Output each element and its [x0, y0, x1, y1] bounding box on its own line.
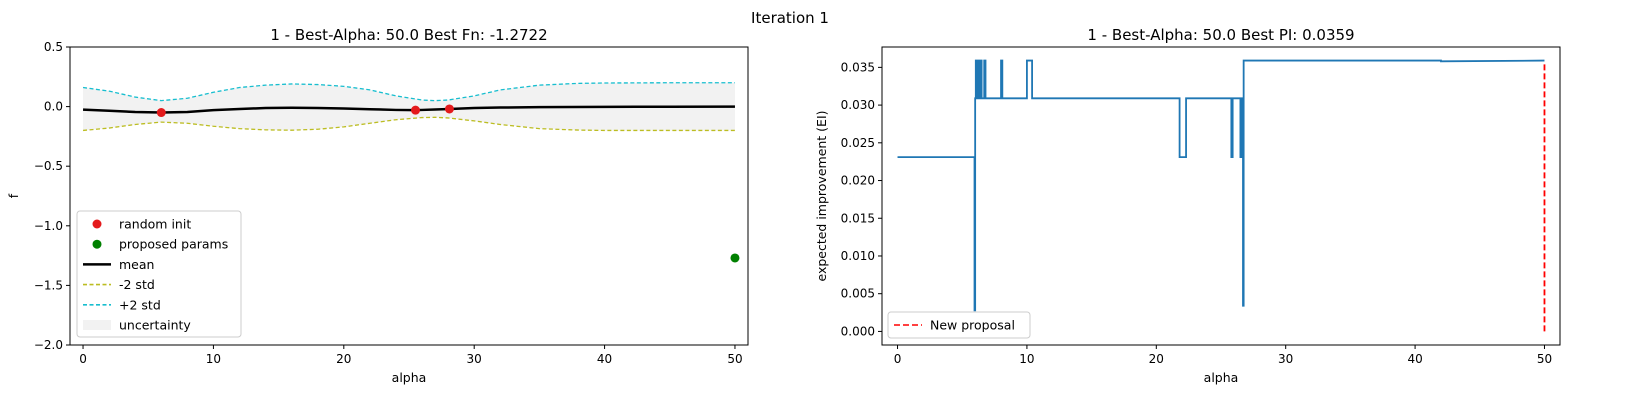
legend-marker [92, 239, 102, 249]
x-tick-label: 40 [1407, 352, 1422, 366]
2-std-line [82, 116, 735, 132]
x-tick-label: 0 [79, 352, 87, 366]
plot-area [82, 82, 735, 132]
x-tick-label: 50 [727, 352, 742, 366]
y-tick-label: −1.0 [34, 219, 63, 233]
x-tick-label: 20 [1149, 352, 1164, 366]
ei-line [897, 59, 1545, 312]
y-tick-label: 0.000 [841, 324, 875, 338]
legend-label: random init [119, 217, 191, 232]
x-tick-label: 10 [1019, 352, 1034, 366]
legend: random init proposed params mean -2 std +2 s… [76, 210, 242, 338]
legend-label: +2 std [119, 297, 161, 312]
y-tick-label: 0.015 [841, 211, 875, 225]
y-tick-label: 0.025 [841, 136, 875, 150]
legend: New proposal [887, 311, 1031, 339]
y-tick-label: −2.0 [34, 338, 63, 352]
legend-label: proposed params [119, 237, 228, 252]
y-tick-label: 0.030 [841, 98, 875, 112]
y-axis-label: f [6, 193, 21, 198]
x-axis-label: alpha [1204, 370, 1239, 385]
plot-area [897, 59, 1546, 332]
proposed-params-point [730, 253, 740, 263]
legend-label: mean [119, 257, 154, 272]
y-tick-label: −0.5 [34, 159, 63, 173]
figure-suptitle: Iteration 1 [751, 9, 829, 27]
left-chart-panel: 0 10 20 30 40 50 −2.0 −1.5 −1.0 −0.5 0.0 0.5 1 - Bes… [6, 26, 749, 385]
y-tick-label: 0.020 [841, 174, 875, 188]
legend-label: New proposal [930, 318, 1015, 333]
y-tick-label: 0.5 [44, 40, 63, 54]
right-chart-panel: 0 10 20 30 40 50 0.000 0.005 0.010 0.015 0.020 0.02… [814, 26, 1561, 385]
legend-marker [83, 320, 111, 330]
legend-label: -2 std [119, 277, 155, 292]
axes-frame [69, 46, 749, 346]
legend-marker [92, 219, 102, 229]
y-tick-label: 0.005 [841, 287, 875, 301]
random-init-point [411, 105, 421, 115]
x-tick-label: 50 [1537, 352, 1552, 366]
x-axis-label: alpha [392, 370, 427, 385]
x-tick-label: 10 [206, 352, 221, 366]
x-tick-label: 40 [597, 352, 612, 366]
y-tick-label: 0.010 [841, 249, 875, 263]
uncertainty-band [83, 82, 735, 131]
legend-label: uncertainty [119, 318, 191, 333]
random-init-point [156, 108, 166, 118]
y-tick-label: 0.035 [841, 60, 875, 74]
x-tick-label: 30 [1278, 352, 1293, 366]
x-tick-label: 20 [336, 352, 351, 366]
axes-frame [881, 46, 1561, 346]
y-tick-label: 0.0 [44, 100, 63, 114]
chart-title: 1 - Best-Alpha: 50.0 Best Fn: -1.2722 [270, 26, 547, 44]
mean-line [82, 105, 735, 114]
x-tick-label: 30 [467, 352, 482, 366]
y-axis-label: expected improvement (EI) [814, 110, 829, 281]
2-std-line [82, 82, 735, 102]
y-tick-label: −1.5 [34, 278, 63, 292]
random-init-point [444, 104, 454, 114]
chart-title: 1 - Best-Alpha: 50.0 Best PI: 0.0359 [1087, 26, 1354, 44]
x-tick-label: 0 [894, 352, 902, 366]
